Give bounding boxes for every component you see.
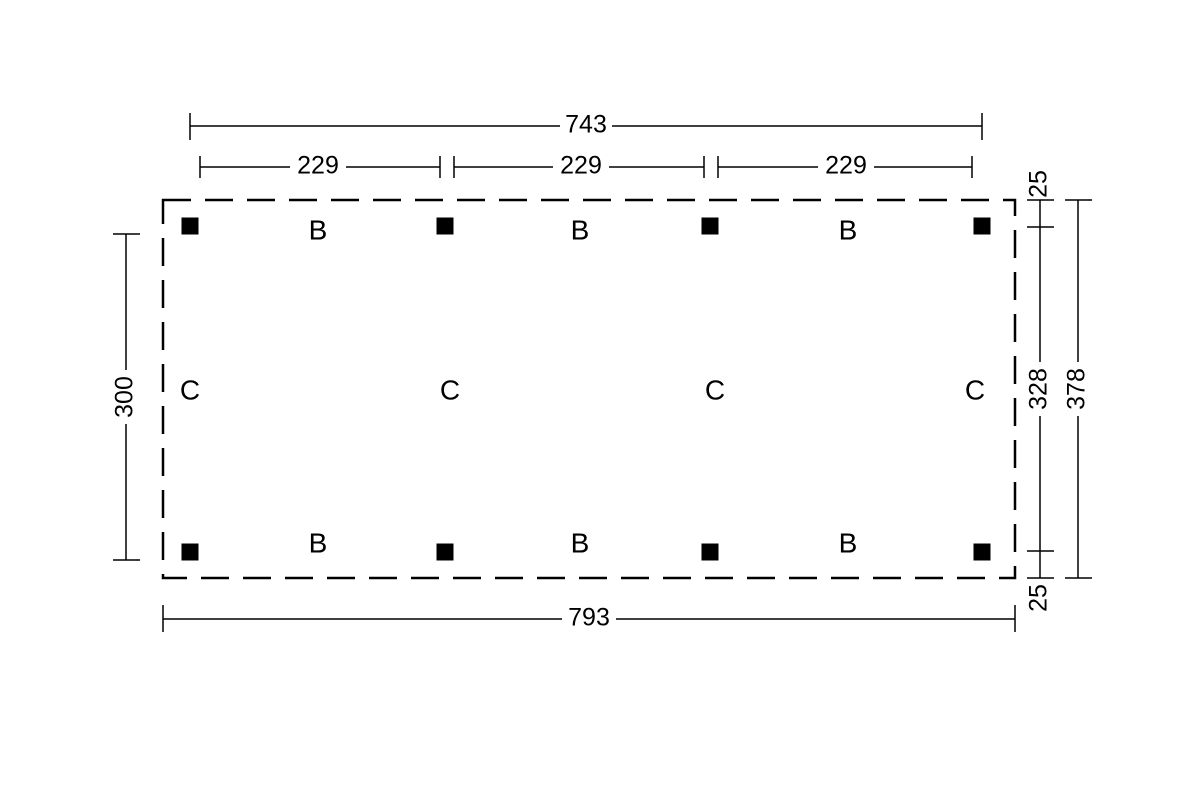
label-b: B [309,214,328,245]
label-b: B [571,527,590,558]
dim-bay1-text: 229 [297,152,339,180]
post [437,544,454,561]
dim-bay3-text: 229 [825,152,867,180]
post [702,218,719,235]
label-b: B [839,527,858,558]
dim-25-bottom-text: 25 [1025,584,1053,612]
dim-25-top-text: 25 [1025,170,1053,198]
label-c: C [180,374,200,405]
dim-300-text: 300 [111,376,139,418]
dim-793-text: 793 [568,604,610,632]
dim-right-inner: 25 328 25 [1025,170,1054,612]
dim-bay2-text: 229 [560,152,602,180]
outline-rect [163,200,1015,578]
technical-drawing: B B B B B B C C C C 743 229 229 229 793 [0,0,1200,792]
post [974,218,991,235]
posts-group [182,218,991,561]
dim-378-text: 378 [1063,368,1091,410]
dim-bottom-793: 793 [163,604,1015,632]
post [974,544,991,561]
post [182,544,199,561]
c-labels: CCCC [180,374,985,405]
b-labels: B B B B B B [309,214,858,558]
dim-left-300: 300 [111,234,140,560]
dim-bays: 229 229 229 [200,152,972,180]
dim-right-outer: 378 [1063,200,1092,578]
label-b: B [309,527,328,558]
label-c: C [440,374,460,405]
label-b: B [839,214,858,245]
label-c: C [705,374,725,405]
post [437,218,454,235]
dim-328-text: 328 [1025,368,1053,410]
label-b: B [571,214,590,245]
dim-743-text: 743 [565,111,607,139]
dim-top-743: 743 [190,111,982,140]
post [702,544,719,561]
post [182,218,199,235]
label-c: C [965,374,985,405]
